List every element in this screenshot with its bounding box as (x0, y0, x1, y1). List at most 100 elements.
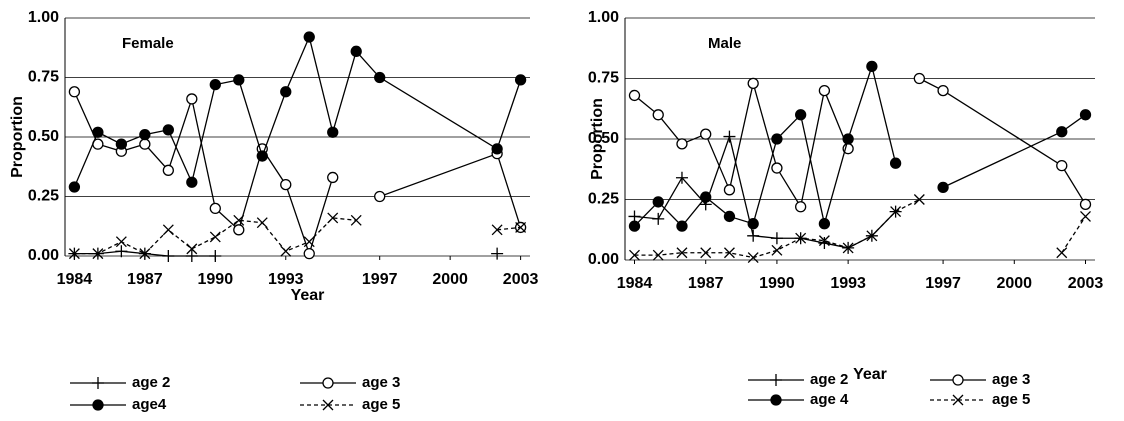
marker (280, 178, 292, 191)
legend-label: age 4 (810, 391, 849, 408)
series-line (74, 217, 357, 255)
marker (890, 206, 902, 218)
marker (209, 78, 221, 91)
legend-label: age 2 (132, 374, 170, 391)
marker (723, 210, 736, 223)
marker (303, 31, 315, 43)
marker (652, 212, 665, 225)
marker (889, 157, 902, 169)
marker (280, 245, 292, 257)
marker (747, 218, 759, 230)
series-line (379, 152, 522, 228)
marker (723, 184, 736, 196)
chart: 0.00 0.25 0.50 0.75 1.00 1984 1987 1990 1993 1997… (9, 9, 538, 413)
marker (1080, 210, 1091, 222)
marker (1056, 126, 1068, 138)
legend-item: age 2 (748, 371, 848, 388)
x-tick-label: 1987 (688, 275, 724, 292)
marker (676, 138, 688, 150)
marker (723, 247, 735, 259)
legend-item: age 4 (748, 391, 849, 408)
marker (675, 171, 688, 184)
series-line (942, 114, 1086, 188)
marker (795, 109, 807, 121)
legend-marker (952, 374, 964, 386)
marker (771, 133, 783, 145)
marker (162, 250, 175, 262)
x-tick-label: 2003 (503, 271, 539, 288)
marker (723, 130, 736, 143)
marker (327, 212, 339, 224)
x-axis-title: Year (853, 366, 887, 383)
marker (700, 247, 712, 259)
marker (491, 143, 503, 155)
marker (327, 126, 339, 138)
marker (68, 181, 81, 193)
marker (162, 164, 174, 176)
y-tick-label: 0.50 (588, 130, 619, 147)
series (68, 31, 527, 193)
y-tick-label: 0.25 (588, 191, 619, 208)
marker (795, 232, 807, 244)
y-tick-label: 0.00 (588, 251, 619, 268)
marker (162, 124, 174, 136)
y-axis-title: Proportion (589, 98, 606, 180)
marker (514, 74, 527, 86)
series (628, 130, 902, 254)
marker (771, 244, 783, 256)
marker (256, 150, 268, 162)
marker (256, 217, 268, 229)
annotation: Male (708, 35, 741, 52)
marker (937, 84, 949, 97)
x-tick-label: 1984 (617, 275, 653, 292)
marker (842, 242, 854, 254)
marker (771, 162, 783, 174)
marker (209, 202, 221, 215)
marker (747, 77, 759, 89)
y-tick-label: 1.00 (588, 9, 619, 26)
y-tick-label: 0.25 (28, 188, 59, 205)
marker (866, 230, 878, 242)
legend-label: age4 (132, 396, 167, 413)
marker (652, 196, 664, 208)
marker (139, 248, 151, 260)
series-line (919, 77, 1087, 205)
marker (491, 224, 503, 236)
series (628, 72, 1092, 213)
x-tick-label: 1987 (127, 271, 163, 288)
marker (233, 74, 245, 86)
marker (303, 236, 315, 248)
marker (628, 89, 641, 102)
marker (676, 247, 688, 259)
marker (303, 247, 315, 260)
marker (68, 248, 80, 260)
legend-marker (770, 374, 782, 386)
legend-item: age 5 (930, 391, 1030, 408)
marker (68, 86, 81, 98)
marker (1056, 247, 1068, 259)
legend-label: age 3 (992, 371, 1030, 388)
marker (233, 224, 245, 236)
legend-item: age 3 (300, 374, 400, 391)
x-tick-label: 1993 (830, 275, 866, 292)
legend-label: age 2 (810, 371, 848, 388)
marker (186, 243, 198, 255)
series-line (1061, 216, 1087, 254)
x-tick-label: 1984 (57, 271, 93, 288)
legend-item: age 5 (300, 396, 400, 413)
series-line (73, 35, 522, 188)
marker (628, 220, 641, 232)
marker (913, 72, 925, 85)
legend-marker (770, 394, 782, 406)
marker (350, 45, 362, 57)
series (629, 194, 1091, 264)
marker (652, 249, 664, 261)
series-line (73, 91, 334, 256)
x-tick-label: 2003 (1068, 275, 1104, 292)
series-line (634, 83, 849, 209)
y-tick-label: 0.75 (588, 70, 619, 87)
x-tick-label: 1990 (198, 271, 234, 288)
x-tick-label: 1997 (925, 275, 961, 292)
legend-label: age 3 (362, 374, 400, 391)
